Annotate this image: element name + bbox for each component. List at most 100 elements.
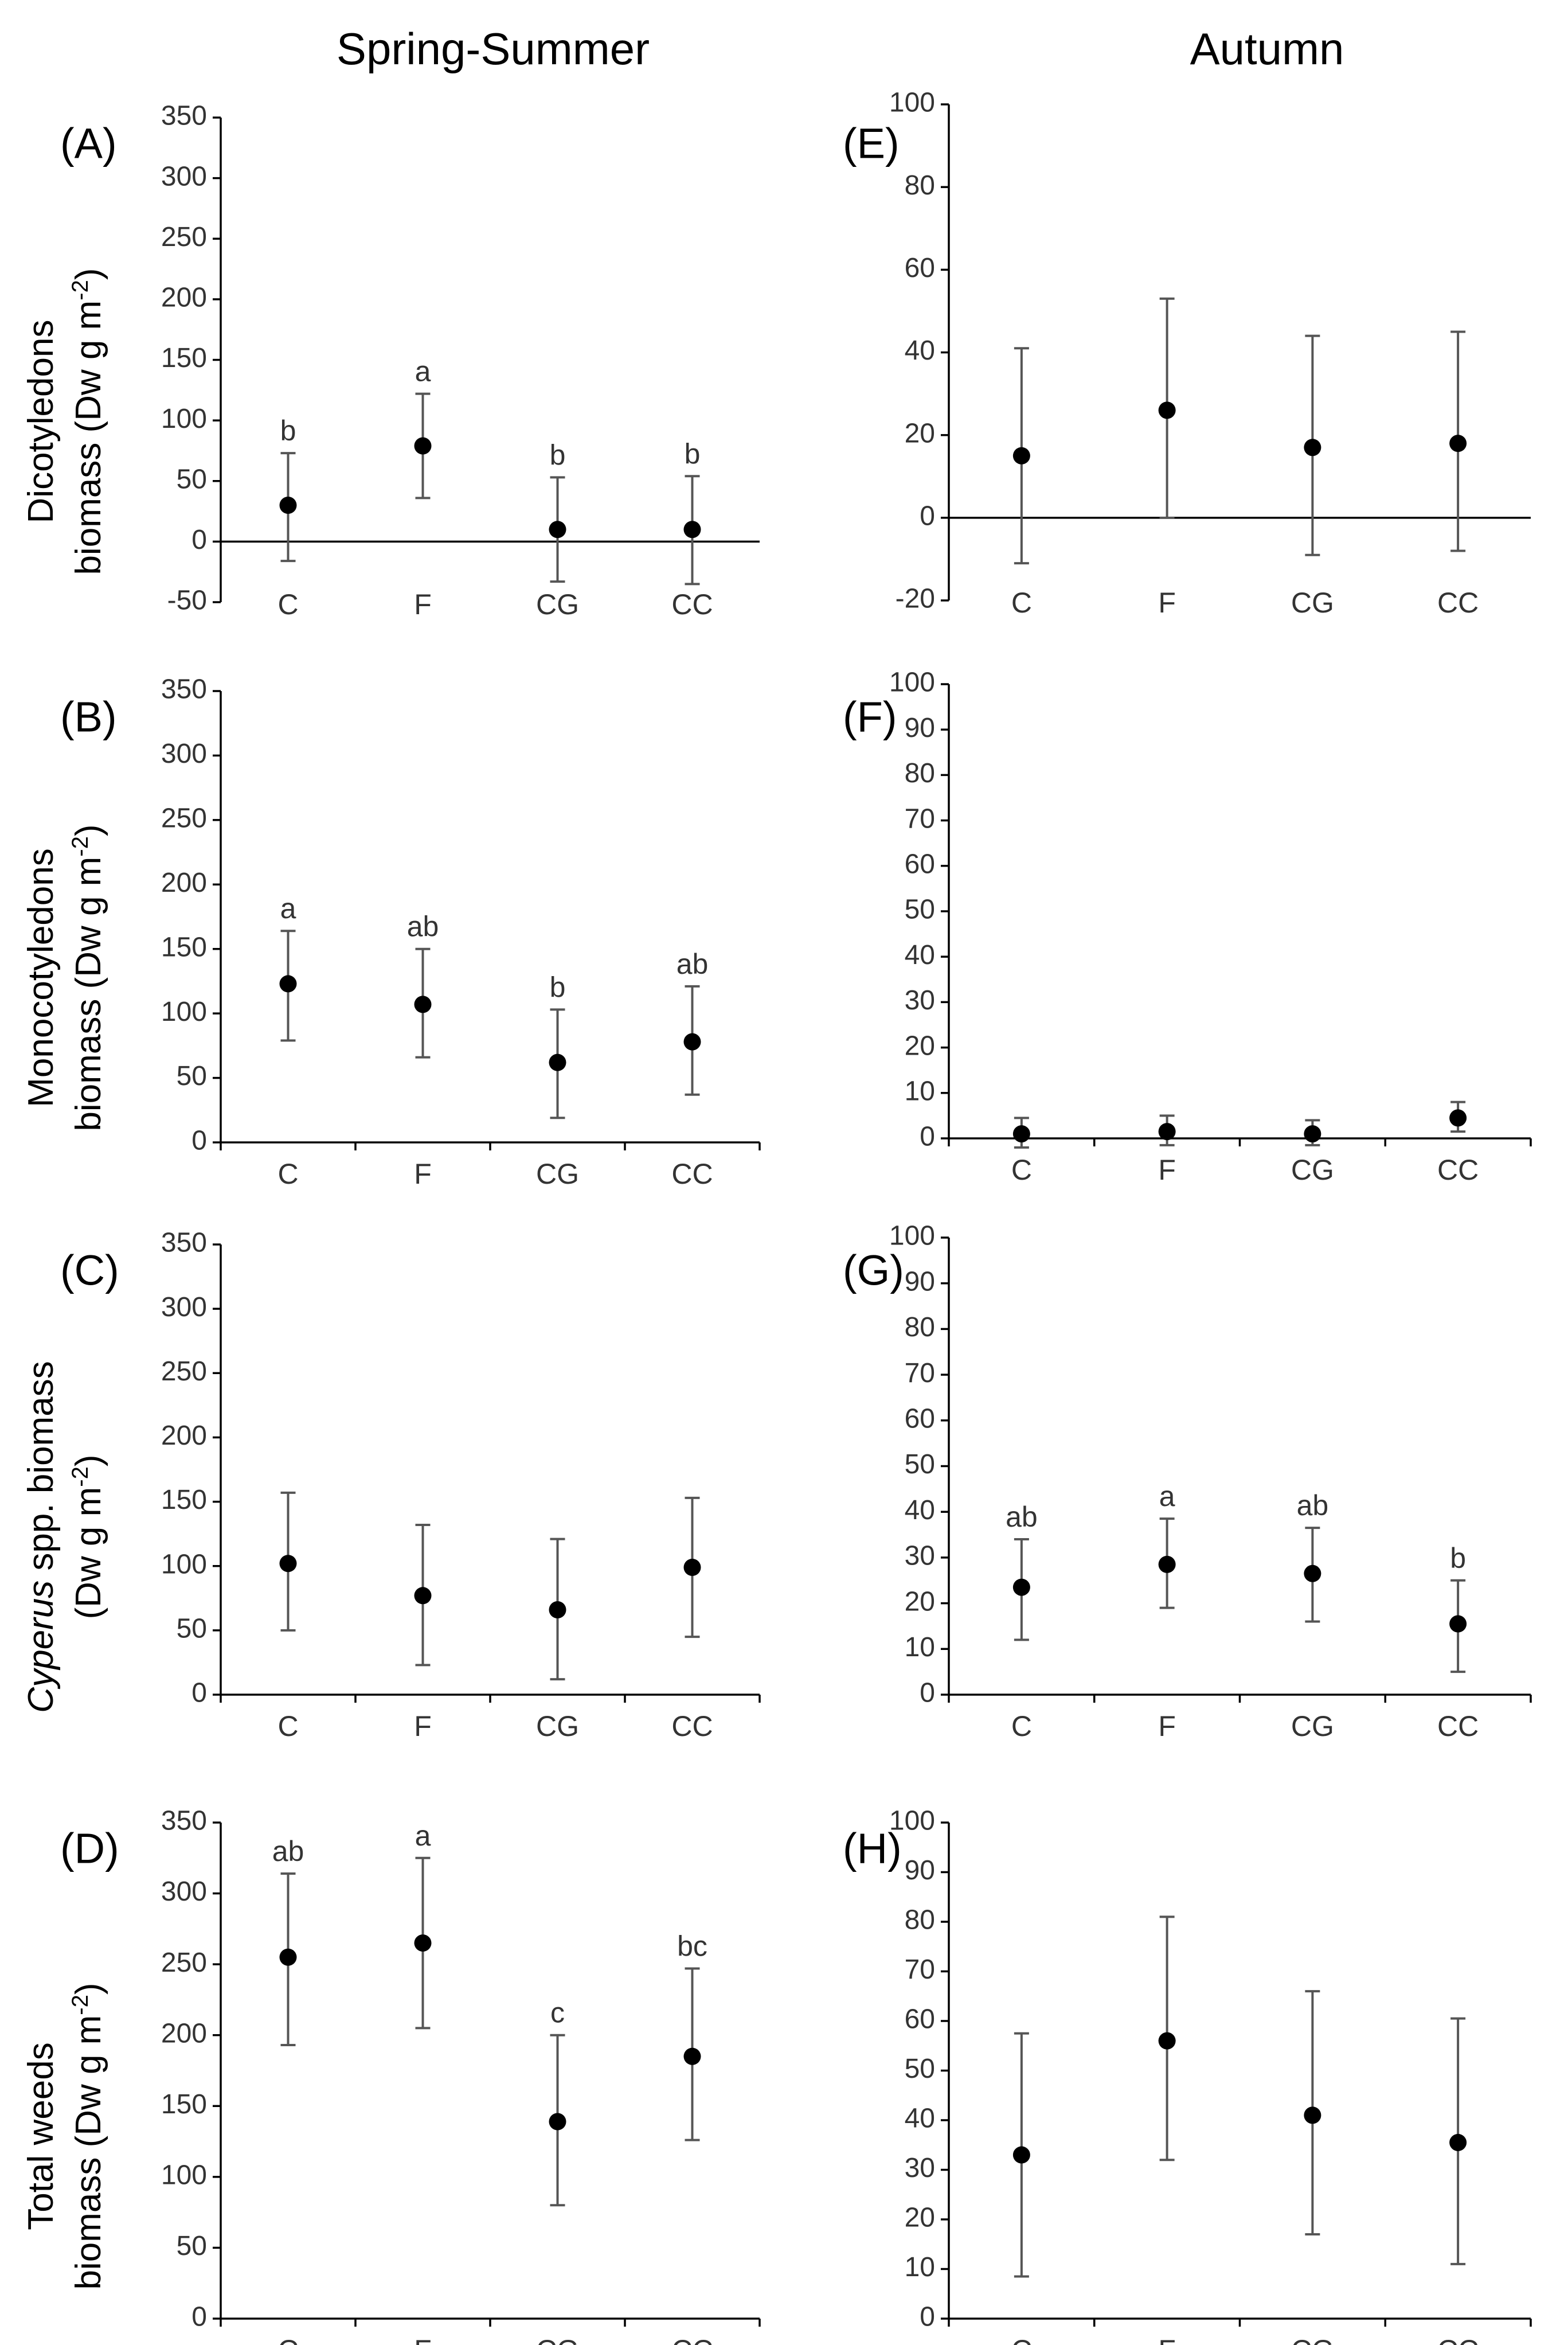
panel-g-y-tick-label: 100 xyxy=(889,1221,935,1251)
panel-g-data-point xyxy=(1449,1615,1467,1633)
panel-h: (H) 0 10 20 30 40 50 60 70 80 90 100 C F CG CC xyxy=(843,1806,1532,2345)
panel-a: (A) -50 0 50 100 150 200 250 300 350 C F CG CC b a b b xyxy=(60,101,760,621)
panel-e-y-tick-label: 40 xyxy=(905,335,935,366)
panel-g-data-point xyxy=(1158,1555,1176,1573)
panel-d: (D) 0 50 100 150 200 250 300 350 C F CG CC ab a c bc xyxy=(60,1806,761,2345)
panel-a-y-tick-label: 350 xyxy=(161,101,207,131)
ylabel-row2-line2: biomass (Dw g m-2) xyxy=(68,824,108,1131)
panel-d-y-tick-label: 300 xyxy=(161,1876,207,1907)
panel-e: (E) -20 0 20 40 60 80 100 C F CG CC xyxy=(843,88,1531,619)
panel-a-category-label: C xyxy=(277,588,298,621)
panel-h-data-point xyxy=(1304,2106,1321,2124)
panel-g-y-tick-label: 0 xyxy=(920,1678,935,1708)
panel-h-data-point xyxy=(1158,2032,1176,2050)
panel-f-y-tick-label: 70 xyxy=(905,803,935,834)
panel-c-y-tick-label: 200 xyxy=(161,1421,207,1451)
panel-b-y-tick-label: 0 xyxy=(191,1126,207,1156)
panel-e-y-tick-label: 0 xyxy=(920,501,935,532)
ylabel-row2: Monocotyledons xyxy=(21,848,61,1107)
panel-d-category-label: F xyxy=(414,2334,432,2345)
panel-f-category-label: C xyxy=(1011,1154,1032,1186)
panel-b-data-point xyxy=(279,975,297,993)
panel-h-y-tick-label: 50 xyxy=(905,2054,935,2084)
panel-g-category-label: CC xyxy=(1437,1710,1479,1742)
panel-g-y-tick-label: 40 xyxy=(905,1495,935,1525)
panel-f-y-tick-label: 10 xyxy=(905,1076,935,1106)
panel-f-y-tick-label: 0 xyxy=(920,1122,935,1152)
panel-c: (C) 0 50 100 150 200 250 300 350 C F CG CC xyxy=(60,1228,761,1742)
panel-d-category-label: CC xyxy=(671,2334,713,2345)
panel-b-category-label: F xyxy=(414,1158,432,1190)
panel-a-y-tick-label: 100 xyxy=(161,404,207,434)
panel-c-data-point xyxy=(549,1601,566,1618)
panel-h-y-tick-label: 100 xyxy=(889,1806,935,1836)
panel-h-y-tick-label: 30 xyxy=(905,2153,935,2183)
panel-h-label: (H) xyxy=(843,1825,902,1872)
panel-f-y-tick-label: 40 xyxy=(905,940,935,970)
panel-d-y-tick-label: 100 xyxy=(161,2160,207,2191)
panel-a-significance-letter: a xyxy=(415,356,431,388)
panel-f-category-label: F xyxy=(1158,1154,1176,1186)
panel-e-data-point xyxy=(1158,401,1176,419)
panel-f-y-tick-label: 60 xyxy=(905,849,935,879)
panel-f-data-point xyxy=(1158,1123,1176,1141)
panel-b: (B) 0 50 100 150 200 250 300 350 C F CG CC a ab b ab xyxy=(60,674,761,1190)
panel-f-data-point xyxy=(1012,1125,1030,1143)
panel-b-significance-letter: b xyxy=(550,971,566,1003)
panel-h-category-label: F xyxy=(1158,2334,1176,2345)
ylabel-row3-line2: (Dw g m-2) xyxy=(68,1454,108,1619)
panel-b-category-label: CG xyxy=(536,1158,579,1190)
panel-h-data-point xyxy=(1449,2133,1467,2151)
panel-d-y-tick-label: 150 xyxy=(161,2089,207,2120)
panel-f-y-tick-label: 80 xyxy=(905,758,935,789)
panel-c-category-label: C xyxy=(277,1710,298,1742)
panel-b-data-point xyxy=(549,1054,566,1071)
panel-d-y-tick-label: 200 xyxy=(161,2018,207,2049)
panel-d-significance-letter: ab xyxy=(272,1835,304,1867)
panel-h-y-tick-label: 90 xyxy=(905,1855,935,1886)
ylabel-row4-line2: biomass (Dw g m-2) xyxy=(68,1983,108,2289)
panel-b-data-point xyxy=(683,1033,701,1051)
panel-b-significance-letter: ab xyxy=(677,948,709,980)
panel-h-y-tick-label: 10 xyxy=(905,2252,935,2282)
panel-c-category-label: CC xyxy=(671,1710,713,1742)
panel-g-y-tick-label: 70 xyxy=(905,1358,935,1388)
panel-d-category-label: C xyxy=(277,2334,298,2345)
panel-a-category-label: CC xyxy=(671,588,713,621)
panel-d-data-point xyxy=(549,2113,566,2131)
panel-b-y-tick-label: 100 xyxy=(161,997,207,1027)
panel-h-category-label: CC xyxy=(1437,2334,1479,2345)
panel-a-y-tick-label: 150 xyxy=(161,343,207,373)
ylabel-row3: Cyperus spp. biomass xyxy=(21,1361,61,1712)
panel-h-y-tick-label: 60 xyxy=(905,2004,935,2035)
panel-c-y-tick-label: 100 xyxy=(161,1549,207,1579)
panel-e-data-point xyxy=(1012,447,1030,465)
panel-d-y-tick-label: 0 xyxy=(191,2302,207,2332)
panel-d-data-point xyxy=(414,1934,432,1952)
panel-a-y-tick-label: 0 xyxy=(191,525,207,555)
panel-f-label: (F) xyxy=(843,693,897,741)
panel-d-y-tick-label: 250 xyxy=(161,1948,207,1978)
panel-h-y-tick-label: 0 xyxy=(920,2302,935,2332)
panel-e-category-label: C xyxy=(1011,587,1032,619)
panel-c-data-point xyxy=(279,1555,297,1573)
panel-f-y-tick-label: 50 xyxy=(905,895,935,925)
panel-c-y-tick-label: 0 xyxy=(191,1678,207,1708)
panel-b-y-tick-label: 150 xyxy=(161,932,207,962)
panel-c-y-tick-label: 350 xyxy=(161,1228,207,1258)
panel-e-category-label: CC xyxy=(1437,587,1479,619)
column-title-spring-summer: Spring-Summer xyxy=(337,24,650,74)
panel-g-y-tick-label: 50 xyxy=(905,1449,935,1480)
panel-d-category-label: CG xyxy=(536,2334,579,2345)
panel-g-y-tick-label: 30 xyxy=(905,1541,935,1571)
panel-d-significance-letter: a xyxy=(415,1820,431,1852)
panel-h-y-tick-label: 40 xyxy=(905,2104,935,2134)
panel-b-label: (B) xyxy=(60,693,117,741)
panel-d-significance-letter: bc xyxy=(677,1930,707,1962)
panel-d-data-point xyxy=(279,1948,297,1966)
panel-e-label: (E) xyxy=(843,120,900,167)
panel-b-y-tick-label: 250 xyxy=(161,803,207,834)
panel-g-significance-letter: ab xyxy=(1006,1501,1038,1533)
panel-f-y-tick-label: 20 xyxy=(905,1031,935,1061)
panel-d-data-point xyxy=(683,2047,701,2065)
